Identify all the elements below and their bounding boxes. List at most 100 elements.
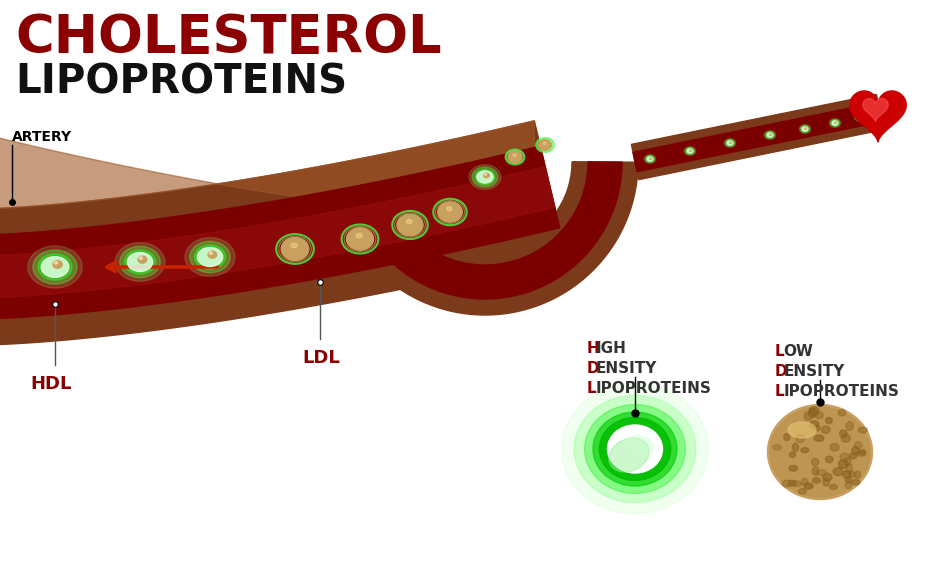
Ellipse shape (33, 250, 77, 284)
Ellipse shape (772, 445, 781, 450)
Ellipse shape (543, 142, 546, 145)
Ellipse shape (725, 139, 733, 147)
Ellipse shape (446, 207, 451, 211)
Ellipse shape (194, 245, 226, 269)
Ellipse shape (829, 443, 838, 451)
Ellipse shape (831, 120, 837, 126)
Ellipse shape (647, 157, 652, 161)
Ellipse shape (396, 214, 423, 236)
Ellipse shape (53, 261, 62, 268)
Ellipse shape (647, 157, 652, 161)
Ellipse shape (825, 456, 833, 463)
Ellipse shape (726, 140, 733, 146)
Ellipse shape (767, 404, 871, 500)
Ellipse shape (813, 435, 823, 441)
Ellipse shape (845, 422, 852, 430)
Ellipse shape (138, 256, 146, 263)
Ellipse shape (825, 417, 832, 424)
Text: LDL: LDL (302, 349, 340, 367)
Polygon shape (849, 91, 905, 142)
Ellipse shape (561, 384, 708, 514)
Ellipse shape (477, 171, 493, 183)
Polygon shape (862, 99, 887, 121)
Ellipse shape (645, 155, 654, 163)
Ellipse shape (608, 438, 649, 472)
Ellipse shape (813, 425, 819, 431)
Ellipse shape (832, 121, 837, 125)
Ellipse shape (646, 156, 653, 162)
Text: OW: OW (783, 344, 813, 359)
Ellipse shape (803, 412, 812, 420)
Ellipse shape (822, 479, 829, 486)
Ellipse shape (38, 254, 72, 280)
Ellipse shape (787, 422, 815, 438)
Ellipse shape (801, 127, 807, 131)
Ellipse shape (727, 141, 732, 145)
Ellipse shape (851, 480, 859, 485)
Ellipse shape (356, 233, 362, 238)
Ellipse shape (477, 171, 492, 183)
Ellipse shape (127, 252, 153, 272)
Ellipse shape (765, 132, 774, 138)
Ellipse shape (768, 134, 770, 136)
Ellipse shape (808, 408, 816, 417)
Ellipse shape (858, 450, 865, 455)
Ellipse shape (584, 405, 684, 493)
Ellipse shape (198, 248, 222, 266)
Ellipse shape (788, 466, 797, 471)
Ellipse shape (820, 426, 829, 433)
Ellipse shape (853, 112, 865, 121)
Ellipse shape (843, 458, 851, 466)
Ellipse shape (190, 242, 230, 273)
Ellipse shape (764, 130, 775, 139)
Ellipse shape (787, 480, 795, 486)
Ellipse shape (830, 120, 839, 126)
Ellipse shape (795, 434, 804, 443)
Ellipse shape (513, 154, 515, 156)
Ellipse shape (607, 425, 662, 473)
Ellipse shape (593, 412, 676, 486)
Polygon shape (0, 121, 565, 345)
Ellipse shape (437, 202, 462, 222)
Ellipse shape (809, 421, 818, 427)
Polygon shape (632, 102, 881, 172)
Text: IPOPROTEINS: IPOPROTEINS (783, 384, 899, 399)
Ellipse shape (856, 451, 865, 456)
Polygon shape (341, 162, 637, 315)
Polygon shape (0, 167, 554, 298)
Ellipse shape (833, 468, 842, 476)
Ellipse shape (855, 114, 863, 120)
Ellipse shape (859, 116, 861, 117)
Text: HDL: HDL (30, 375, 72, 393)
Polygon shape (0, 121, 533, 221)
Ellipse shape (837, 409, 845, 416)
Ellipse shape (685, 148, 693, 154)
Ellipse shape (788, 452, 795, 458)
Ellipse shape (769, 407, 869, 497)
Ellipse shape (766, 132, 773, 138)
Text: D: D (774, 364, 786, 379)
Ellipse shape (803, 483, 812, 489)
Ellipse shape (832, 121, 836, 125)
Ellipse shape (115, 243, 165, 281)
Ellipse shape (856, 115, 862, 119)
Ellipse shape (798, 489, 805, 494)
Ellipse shape (857, 428, 867, 433)
Ellipse shape (791, 443, 798, 451)
Ellipse shape (684, 147, 694, 155)
Text: ARTERY: ARTERY (12, 130, 72, 144)
Ellipse shape (767, 133, 772, 137)
Ellipse shape (125, 250, 156, 274)
Ellipse shape (856, 115, 862, 119)
Ellipse shape (209, 252, 212, 254)
Ellipse shape (468, 164, 500, 189)
Ellipse shape (853, 442, 861, 449)
Text: ENSITY: ENSITY (783, 364, 844, 379)
Ellipse shape (801, 126, 808, 132)
Ellipse shape (808, 407, 818, 414)
Text: LIPOPROTEINS: LIPOPROTEINS (15, 62, 346, 102)
Ellipse shape (851, 446, 858, 455)
Ellipse shape (801, 127, 807, 131)
Ellipse shape (816, 469, 825, 475)
Ellipse shape (829, 119, 840, 128)
